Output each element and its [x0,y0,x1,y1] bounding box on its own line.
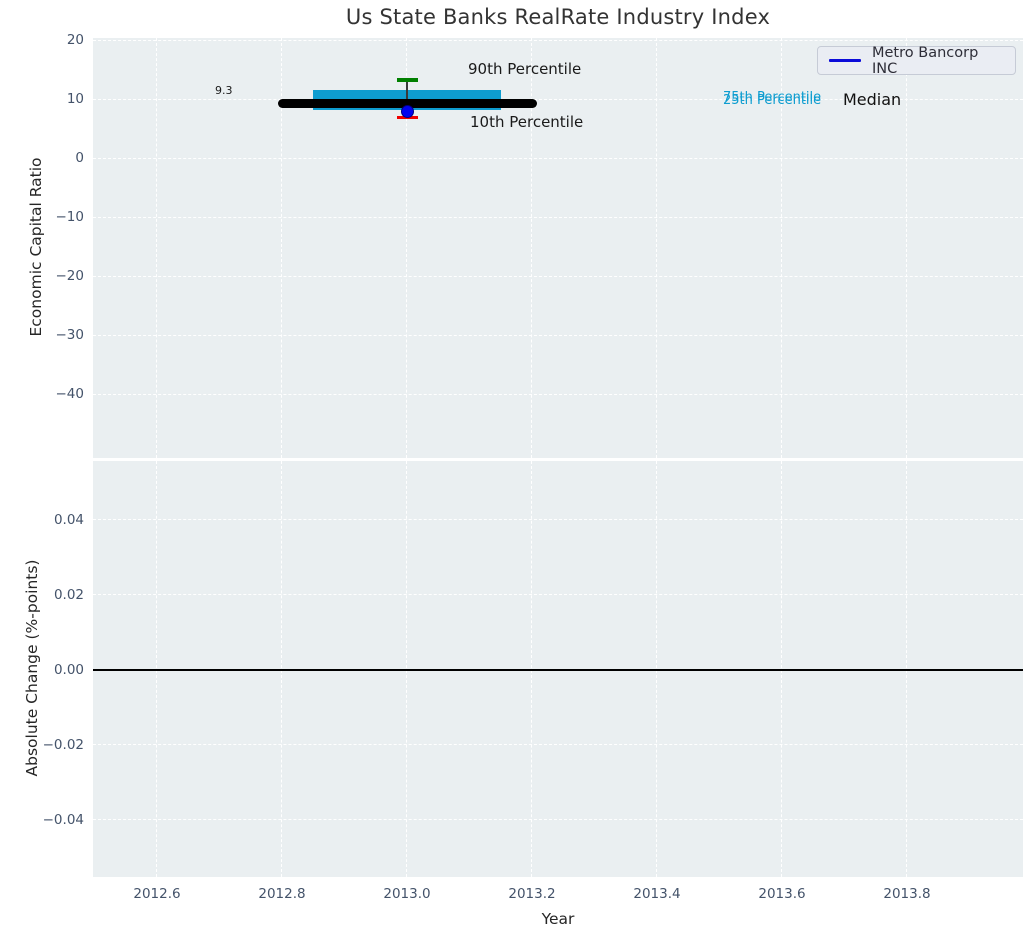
gridline-horizontal [93,819,1023,821]
y-tick-label: 0.02 [53,586,84,603]
x-tick-label: 2013.4 [633,886,681,902]
gridline-horizontal [93,275,1023,277]
gridline-horizontal [93,216,1023,218]
annotation-p10-label: 10th Percentile [470,113,584,131]
y-tick-label: −10 [55,209,85,226]
gridline-vertical [531,38,533,458]
y-tick-label: −30 [55,327,85,344]
y-tick-label: −0.02 [42,736,84,753]
gridline-horizontal [93,744,1023,746]
gridline-vertical [406,38,408,458]
annotation-median-value-label: 9.3 [215,84,233,97]
chart-title: Us State Banks RealRate Industry Index [345,5,771,29]
annotation-p75-label: 75th Percentile [723,90,822,105]
legend-line-icon [829,59,861,62]
gridline-horizontal [93,39,1023,41]
x-tick-label: 2013.0 [383,886,431,902]
x-tick-label: 2012.8 [258,886,306,902]
annotation-p25-label: 25th Percentile [723,93,822,108]
x-tick-label: 2013.8 [883,886,931,902]
y-tick-label: 20 [66,32,84,49]
legend: Metro Bancorp INC [817,44,1016,77]
gridline-vertical [906,38,908,458]
p90-cap [396,78,418,82]
y-tick-label: −20 [55,268,85,285]
gridline-vertical [656,38,658,458]
company-marker-dot [400,105,414,119]
y-tick-label: 0.04 [53,511,84,528]
gridline-horizontal [93,157,1023,159]
x-tick-label: 2013.6 [758,886,806,902]
gridline-horizontal [93,393,1023,395]
gridline-vertical [156,38,158,458]
annotation-p90-label: 90th Percentile [468,60,582,78]
x-tick-label: 2012.6 [133,886,181,902]
x-tick-label: 2013.2 [508,886,556,902]
y-tick-label: 0 [75,150,84,167]
gridline-vertical [781,38,783,458]
ylabel-economic-capital-ratio: Economic Capital Ratio [27,157,45,337]
y-tick-label: −0.04 [42,811,84,828]
y-tick-label: −40 [55,386,85,403]
y-tick-label: 0.00 [53,661,84,678]
annotation-median-label: Median [843,90,902,109]
gridline-horizontal [93,334,1023,336]
y-tick-label: 10 [66,91,84,108]
xlabel-year: Year [541,910,575,928]
median-line [277,98,537,108]
whisker-line [406,79,408,118]
gridline-vertical [281,38,283,458]
legend-label: Metro Bancorp INC [872,44,979,77]
gridline-horizontal [93,594,1023,596]
axes-bottom-panel [93,461,1023,877]
gridline-horizontal [93,98,1023,100]
zero-line [93,668,1023,671]
gridline-horizontal [93,519,1023,521]
axes-top-panel: 9.3 90th Percentile 10th Percentile 75th Pe… [93,38,1023,458]
